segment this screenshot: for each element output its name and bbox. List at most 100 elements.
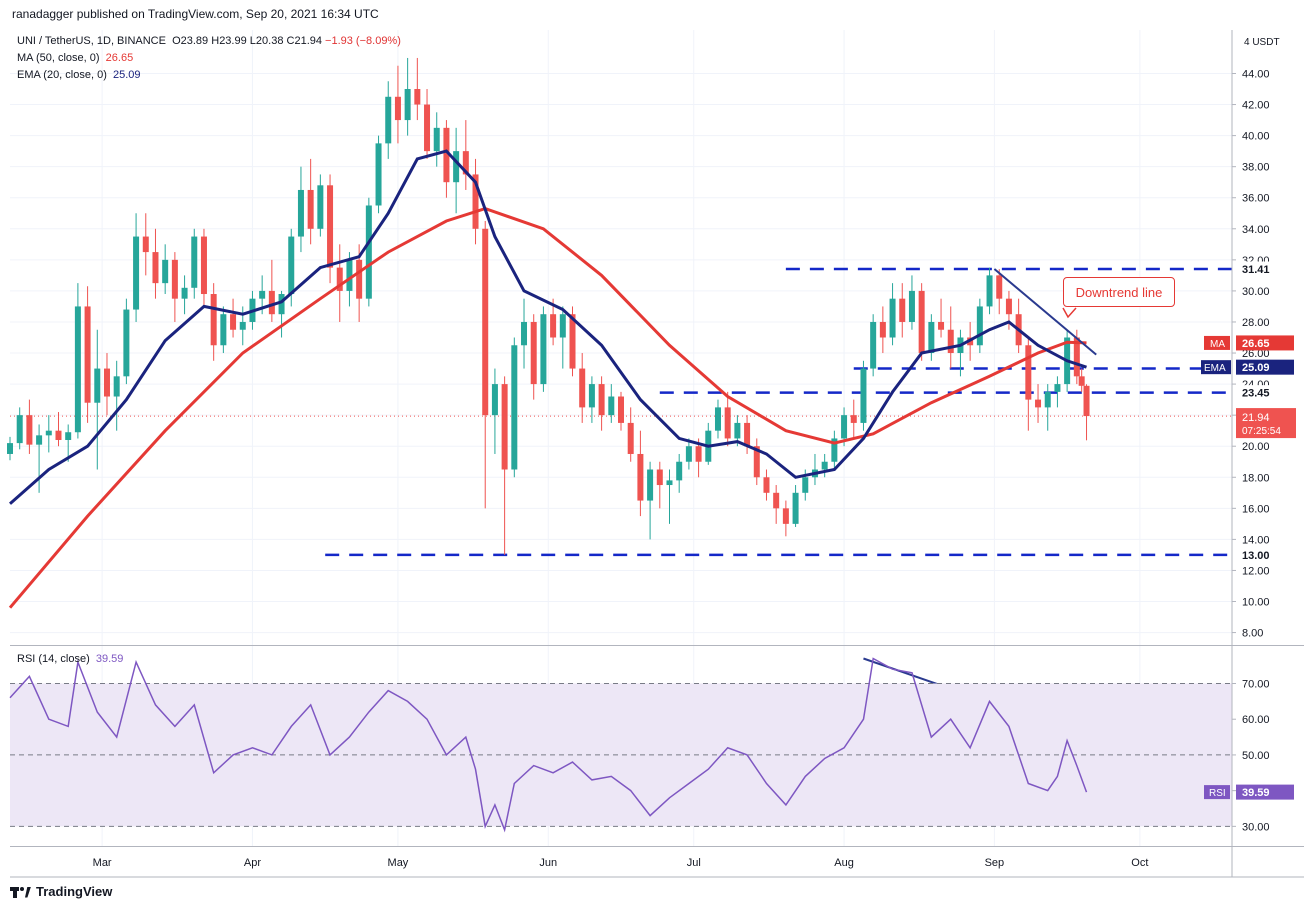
level-tag-23.45: 23.45 xyxy=(1242,388,1270,400)
candle-body xyxy=(627,422,634,454)
price-pane xyxy=(10,30,1232,645)
ema-price-tag: 25.09 xyxy=(1242,362,1270,374)
candle-body xyxy=(210,294,217,346)
candle-body xyxy=(65,432,72,440)
price-tick-label: 10.00 xyxy=(1242,597,1270,609)
candle-body xyxy=(831,438,838,462)
candle-body xyxy=(908,290,915,322)
rsi-tick-label: 60.00 xyxy=(1242,714,1270,726)
ma-name-tag: MA xyxy=(1210,339,1225,350)
publisher-line: ranadagger published on TradingView.com,… xyxy=(12,7,379,21)
ema-legend[interactable]: EMA (20, close, 0) 25.09 xyxy=(17,69,141,81)
candle-body xyxy=(1035,399,1042,408)
time-tick-label: Aug xyxy=(834,857,854,869)
candle-body xyxy=(1005,298,1012,315)
candle-body xyxy=(676,461,683,481)
candle-body xyxy=(462,151,469,175)
candle-body xyxy=(899,298,906,322)
candle-body xyxy=(802,477,809,493)
candle-body xyxy=(36,435,43,445)
candle-body xyxy=(501,384,508,470)
candle-body xyxy=(103,368,110,397)
open-value: 23.89 xyxy=(180,35,209,47)
level-tag-23.45-bg xyxy=(1236,385,1294,401)
ema20-line xyxy=(9,149,1087,505)
current-price-tag-bg xyxy=(1236,408,1296,439)
price-tick-label: 30.00 xyxy=(1242,286,1270,298)
candle-body xyxy=(424,104,431,152)
rsi-tick-label: 70.00 xyxy=(1242,679,1270,691)
candle-body xyxy=(230,314,237,330)
candle-body xyxy=(346,259,353,291)
rsi-legend[interactable]: RSI (14, close) 39.59 xyxy=(17,653,124,665)
candle-body xyxy=(521,321,528,346)
candle-body xyxy=(472,174,479,229)
moving-averages xyxy=(8,149,1087,609)
candle-body xyxy=(598,384,605,416)
candle-body xyxy=(1025,345,1032,400)
candle-body xyxy=(550,314,557,338)
change-value: −1.93 (−8.09%) xyxy=(325,35,401,47)
candle-body xyxy=(297,189,304,237)
candle-body xyxy=(1054,384,1061,392)
candle-body xyxy=(792,492,799,524)
candle-body xyxy=(608,396,615,416)
candle-body xyxy=(394,96,401,121)
time-tick-label: May xyxy=(388,857,409,869)
currency-unit: 4 USDT xyxy=(1244,37,1280,48)
candle-body xyxy=(365,205,372,299)
candle-body xyxy=(220,314,227,346)
candle-body xyxy=(327,185,334,268)
candle-body xyxy=(996,275,1003,299)
candle-body xyxy=(278,294,285,315)
price-tick-label: 42.00 xyxy=(1242,100,1270,112)
candle-body xyxy=(375,143,382,206)
candle-body xyxy=(385,96,392,144)
ma50-line xyxy=(8,207,1087,609)
callout-pointer xyxy=(1062,307,1077,319)
level-tag-13.00-bg xyxy=(1236,547,1294,563)
candle-body xyxy=(239,321,246,330)
ma-legend[interactable]: MA (50, close, 0) 26.65 xyxy=(17,52,134,64)
symbol-label[interactable]: UNI / TetherUS, 1D, BINANCE xyxy=(17,35,166,47)
candle-body xyxy=(666,480,673,486)
level-tag-31.41: 31.41 xyxy=(1242,264,1270,276)
price-tick-label: 34.00 xyxy=(1242,224,1270,236)
rsi-price-tag: 39.59 xyxy=(1242,787,1270,799)
high-value: 23.99 xyxy=(219,35,247,47)
ema-price-tag-bg xyxy=(1236,359,1294,375)
candle-body xyxy=(695,446,702,462)
rsi-tick-label: 30.00 xyxy=(1242,821,1270,833)
price-tags: 31.4125.0023.4513.00MA26.65EMA25.0921.94… xyxy=(1201,261,1296,800)
ohlc-legend: UNI / TetherUS, 1D, BINANCE O23.89 H23.9… xyxy=(17,35,401,47)
candle-body xyxy=(433,127,440,152)
candle-body xyxy=(618,396,624,423)
candle-body xyxy=(259,290,266,299)
candle-body xyxy=(782,508,789,524)
candle-body xyxy=(773,492,780,509)
price-pane-bg xyxy=(10,30,1232,645)
candle-body xyxy=(579,368,586,408)
candle-body xyxy=(171,259,178,299)
candle-body xyxy=(647,469,654,501)
candle-body xyxy=(356,259,363,299)
tradingview-footer[interactable]: TradingView xyxy=(10,884,112,899)
rsi-price-tag-bg xyxy=(1236,784,1294,800)
level-tag-31.41-bg xyxy=(1236,261,1294,277)
candle-body xyxy=(870,321,877,369)
price-tick-label: 26.00 xyxy=(1242,348,1270,360)
candle-body xyxy=(84,306,91,403)
ema-name-tag-bg xyxy=(1201,360,1231,375)
candle-body xyxy=(986,275,993,307)
candle-body xyxy=(113,376,120,397)
candle-body xyxy=(268,290,275,315)
candle-body xyxy=(724,407,731,439)
price-tick-label: 8.00 xyxy=(1242,628,1263,640)
candle-body xyxy=(540,314,547,385)
candle-body xyxy=(841,415,848,439)
candle-body xyxy=(453,151,460,183)
candle-body xyxy=(7,443,13,454)
candle-body xyxy=(133,236,140,310)
candle-body xyxy=(860,368,867,423)
